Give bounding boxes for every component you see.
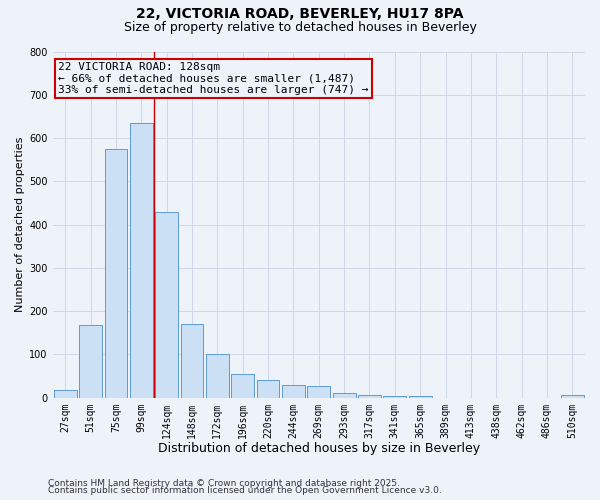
Bar bbox=[206, 354, 229, 398]
Text: Contains HM Land Registry data © Crown copyright and database right 2025.: Contains HM Land Registry data © Crown c… bbox=[48, 478, 400, 488]
Bar bbox=[181, 324, 203, 398]
Bar bbox=[333, 392, 356, 398]
Text: Contains public sector information licensed under the Open Government Licence v3: Contains public sector information licen… bbox=[48, 486, 442, 495]
Text: Size of property relative to detached houses in Beverley: Size of property relative to detached ho… bbox=[124, 21, 476, 34]
Y-axis label: Number of detached properties: Number of detached properties bbox=[15, 137, 25, 312]
Bar bbox=[561, 394, 584, 398]
Bar bbox=[155, 212, 178, 398]
Bar bbox=[282, 384, 305, 398]
Bar bbox=[257, 380, 280, 398]
Text: 22 VICTORIA ROAD: 128sqm
← 66% of detached houses are smaller (1,487)
33% of sem: 22 VICTORIA ROAD: 128sqm ← 66% of detach… bbox=[58, 62, 368, 95]
Bar bbox=[307, 386, 330, 398]
Bar bbox=[409, 396, 431, 398]
Bar bbox=[79, 325, 102, 398]
Bar bbox=[130, 123, 152, 398]
Bar bbox=[54, 390, 77, 398]
Bar bbox=[231, 374, 254, 398]
X-axis label: Distribution of detached houses by size in Beverley: Distribution of detached houses by size … bbox=[158, 442, 480, 455]
Text: 22, VICTORIA ROAD, BEVERLEY, HU17 8PA: 22, VICTORIA ROAD, BEVERLEY, HU17 8PA bbox=[136, 8, 464, 22]
Bar bbox=[358, 394, 381, 398]
Bar bbox=[104, 149, 127, 398]
Bar bbox=[383, 396, 406, 398]
